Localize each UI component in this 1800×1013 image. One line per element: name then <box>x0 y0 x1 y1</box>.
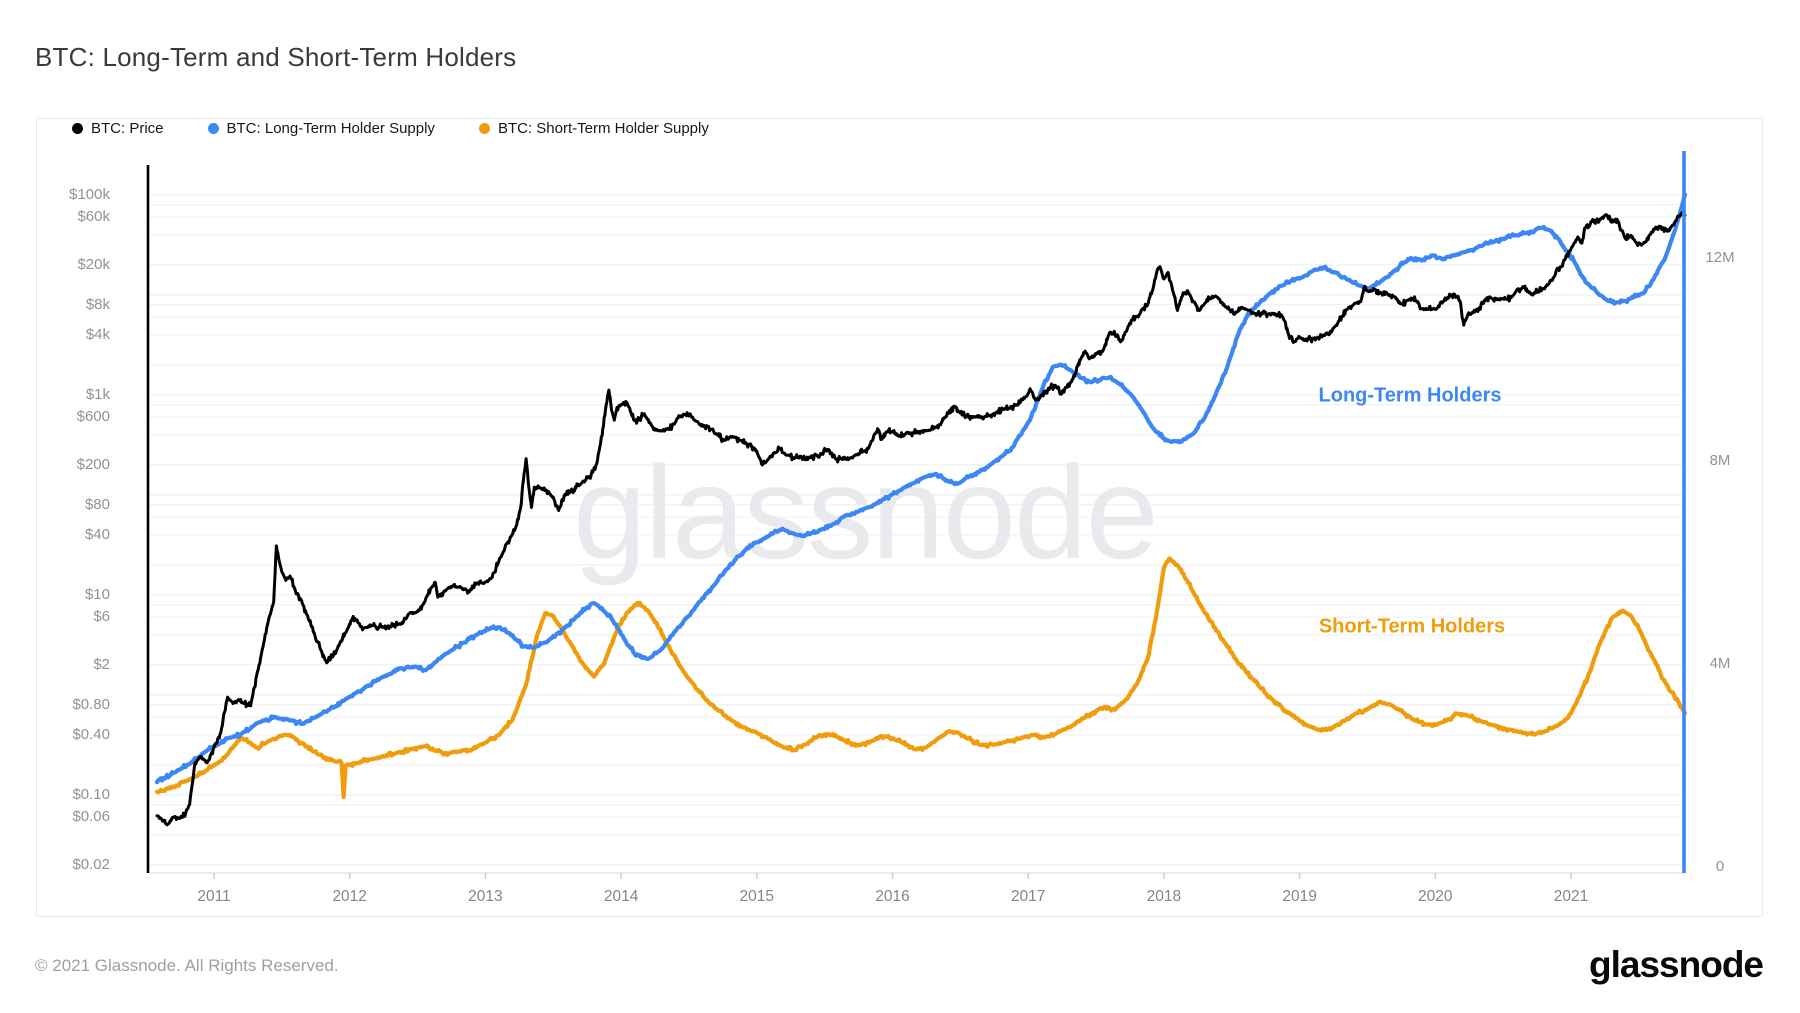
price-series-dot-icon <box>72 123 83 134</box>
price-axis-tick-label: $1k <box>85 386 110 403</box>
legend-item-price[interactable]: BTC: Price <box>72 120 164 137</box>
year-axis-tick-label: 2020 <box>1418 888 1453 905</box>
sth-series-dot-icon <box>478 123 490 134</box>
price-axis-tick-label: $0.02 <box>72 855 110 873</box>
glassnode-watermark: glassnode <box>573 439 1157 586</box>
legend-item-sth-supply[interactable]: BTC: Short-Term Holder Supply <box>478 120 709 137</box>
price-axis-tick-label: $10 <box>84 586 110 603</box>
price-axis-tick-label: $0.10 <box>72 786 110 803</box>
legend-item-label: BTC: Short-Term Holder Supply <box>497 120 709 137</box>
copyright-text: © 2021 Glassnode. All Rights Reserved. <box>35 956 339 975</box>
lth-series-dot-icon <box>207 123 219 134</box>
price-axis-tick-label: $100k <box>69 186 110 203</box>
year-axis-tick-label: 2021 <box>1553 888 1589 905</box>
year-axis-tick-label: 2016 <box>875 888 910 905</box>
chart-legend: BTC: Price BTC: Long-Term Holder Supply … <box>72 120 709 137</box>
year-axis-tick-label: 2019 <box>1282 888 1317 905</box>
legend-item-label: BTC: Price <box>91 120 164 137</box>
year-axis-tick-label: 2015 <box>739 888 775 905</box>
price-axis-tick-label: $8k <box>85 295 110 313</box>
supply-axis-tick-label: 0 <box>1715 858 1725 875</box>
annotation-short-term-holders: Short-Term Holders <box>1318 615 1506 638</box>
legend-item-lth-supply[interactable]: BTC: Long-Term Holder Supply <box>207 120 435 137</box>
series-lth-supply[interactable] <box>154 192 1688 785</box>
price-axis-tick-label: $20k <box>77 255 110 273</box>
price-axis-tick-label: $40 <box>84 525 110 543</box>
year-axis-tick-label: 2012 <box>332 888 367 905</box>
year-axis-tick-label: 2013 <box>468 888 503 905</box>
price-axis-tick-label: $0.80 <box>72 695 110 713</box>
price-axis-tick-label: $0.40 <box>72 725 110 743</box>
price-axis-tick-label: $200 <box>76 455 110 473</box>
supply-axis-tick-label: 12M <box>1705 249 1735 266</box>
year-axis-tick-label: 2011 <box>197 888 231 905</box>
page-title: BTC: Long-Term and Short-Term Holders <box>35 42 517 72</box>
supply-axis-tick-label: 4M <box>1709 655 1731 672</box>
year-axis-tick-label: 2014 <box>603 888 639 905</box>
year-axis-tick-label: 2017 <box>1010 888 1046 905</box>
price-axis-tick-label: $4k <box>85 325 110 343</box>
price-axis-tick-label: $80 <box>84 495 110 513</box>
series-sth-supply[interactable] <box>154 556 1688 800</box>
price-axis-tick-label: $0.06 <box>72 808 110 826</box>
year-axis-tick-label: 2018 <box>1146 888 1182 905</box>
price-axis-tick-label: $60k <box>77 208 110 226</box>
supply-axis-tick-label: 8M <box>1709 452 1731 469</box>
price-axis-tick-label: $600 <box>76 408 110 426</box>
series-price[interactable] <box>155 211 1687 827</box>
annotation-long-term-holders: Long-Term Holders <box>1318 384 1502 407</box>
legend-item-label: BTC: Long-Term Holder Supply <box>226 120 435 137</box>
price-axis-tick-label: $2 <box>93 655 110 673</box>
price-axis-tick-label: $6 <box>93 608 110 626</box>
glassnode-logo[interactable]: glassnode <box>1589 944 1764 985</box>
